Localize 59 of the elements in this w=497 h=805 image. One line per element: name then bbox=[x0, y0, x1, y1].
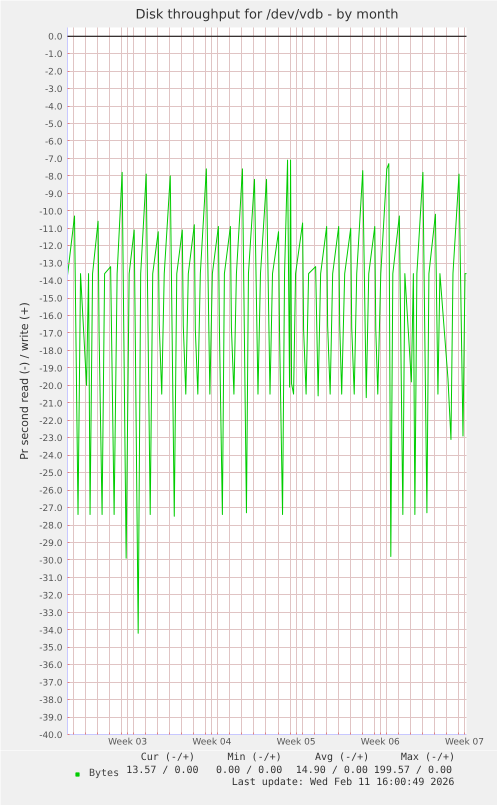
y-tick-label: -23.0 bbox=[39, 434, 63, 444]
text: 14.90 / 0.00 bbox=[296, 765, 368, 776]
x-tick-label: Week 03 bbox=[108, 738, 148, 748]
y-tick-label: -10.0 bbox=[39, 207, 63, 218]
x-tick-label: Week 07 bbox=[445, 738, 484, 748]
y-tick-label: -28.0 bbox=[39, 522, 63, 532]
x-tick-label: Week 04 bbox=[192, 738, 232, 748]
y-tick-label: -8.0 bbox=[44, 172, 63, 182]
y-tick-label: -18.0 bbox=[39, 346, 63, 357]
y-tick-label: -36.0 bbox=[39, 661, 63, 672]
y-tick-label: -5.0 bbox=[44, 120, 63, 130]
y-tick-label: -7.0 bbox=[44, 154, 63, 165]
y-tick-label: -2.0 bbox=[44, 68, 63, 78]
y-tick-label: -25.0 bbox=[39, 469, 63, 480]
y-tick-label: -33.0 bbox=[39, 608, 63, 619]
text: 199.57 / 0.00 bbox=[374, 765, 452, 776]
text: Avg (-/+) bbox=[314, 752, 370, 763]
text: 0.00 / 0.00 bbox=[216, 765, 282, 776]
y-tick-label: -37.0 bbox=[39, 678, 63, 689]
y-tick-label: -17.0 bbox=[39, 329, 63, 340]
legend-label: Bytes bbox=[89, 768, 120, 779]
y-tick-label: -9.0 bbox=[44, 190, 63, 200]
y-tick-label: -35.0 bbox=[39, 644, 63, 654]
y-tick-label: -34.0 bbox=[39, 626, 63, 636]
text: Max (-/+) bbox=[400, 752, 456, 763]
y-tick-label: 0.0 bbox=[48, 32, 63, 43]
y-tick-label: -14.0 bbox=[39, 277, 63, 288]
y-tick-label: -3.0 bbox=[44, 85, 63, 96]
y-tick-label: -22.0 bbox=[39, 416, 63, 427]
text: Min (-/+) bbox=[227, 752, 282, 763]
y-tick-label: -32.0 bbox=[39, 591, 63, 602]
y-tick-label: -39.0 bbox=[39, 714, 63, 724]
y-tick-label: -15.0 bbox=[39, 294, 63, 305]
y-tick-label: -21.0 bbox=[39, 399, 63, 410]
x-tick-label: Week 05 bbox=[276, 738, 316, 748]
text: Last update: Wed Feb 11 16:00:49 2026 bbox=[232, 777, 454, 788]
line-series bbox=[68, 160, 466, 634]
y-axis-title: Pr second read (-) / write (+) bbox=[18, 302, 32, 460]
y-tick-label: -19.0 bbox=[39, 364, 63, 374]
text: 13.57 / 0.00 bbox=[126, 765, 199, 776]
y-tick-label: -27.0 bbox=[39, 504, 63, 514]
y-tick-label: -4.0 bbox=[44, 102, 63, 113]
y-tick-label: -30.0 bbox=[39, 556, 63, 566]
y-tick-label: -12.0 bbox=[39, 242, 63, 252]
y-tick-label: -40.0 bbox=[39, 731, 63, 741]
text: Cur (-/+) bbox=[140, 752, 195, 763]
x-tick-label: Week 06 bbox=[360, 738, 400, 748]
y-tick-label: -38.0 bbox=[39, 696, 63, 706]
y-tick-label: -20.0 bbox=[39, 382, 63, 392]
y-tick-label: -24.0 bbox=[39, 452, 63, 462]
chart-title: Disk throughput for /dev/vdb - by month bbox=[136, 8, 399, 22]
y-tick-label: -11.0 bbox=[39, 224, 63, 235]
y-tick-label: -1.0 bbox=[44, 50, 63, 60]
y-tick-label: -13.0 bbox=[39, 260, 63, 270]
y-tick-label: -6.0 bbox=[44, 137, 63, 148]
y-tick-label: -26.0 bbox=[39, 486, 63, 497]
y-tick-label: -29.0 bbox=[39, 538, 63, 549]
y-tick-label: -16.0 bbox=[39, 312, 63, 322]
y-tick-label: -31.0 bbox=[39, 574, 63, 584]
